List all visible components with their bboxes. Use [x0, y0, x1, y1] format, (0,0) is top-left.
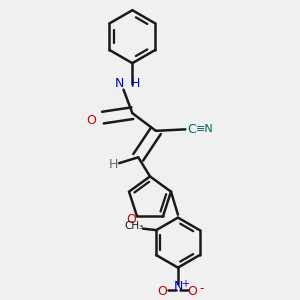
- Text: H: H: [130, 77, 140, 90]
- Text: O: O: [157, 285, 167, 298]
- Text: H: H: [109, 158, 118, 171]
- Text: ≡N: ≡N: [196, 124, 213, 134]
- Text: O: O: [126, 213, 136, 226]
- Text: N: N: [114, 77, 124, 90]
- Text: C: C: [187, 123, 196, 136]
- Text: O: O: [86, 114, 96, 127]
- Text: CH₃: CH₃: [124, 221, 144, 231]
- Text: +: +: [181, 279, 189, 289]
- Text: N: N: [173, 280, 183, 293]
- Text: -: -: [199, 282, 204, 295]
- Text: O: O: [188, 285, 198, 298]
